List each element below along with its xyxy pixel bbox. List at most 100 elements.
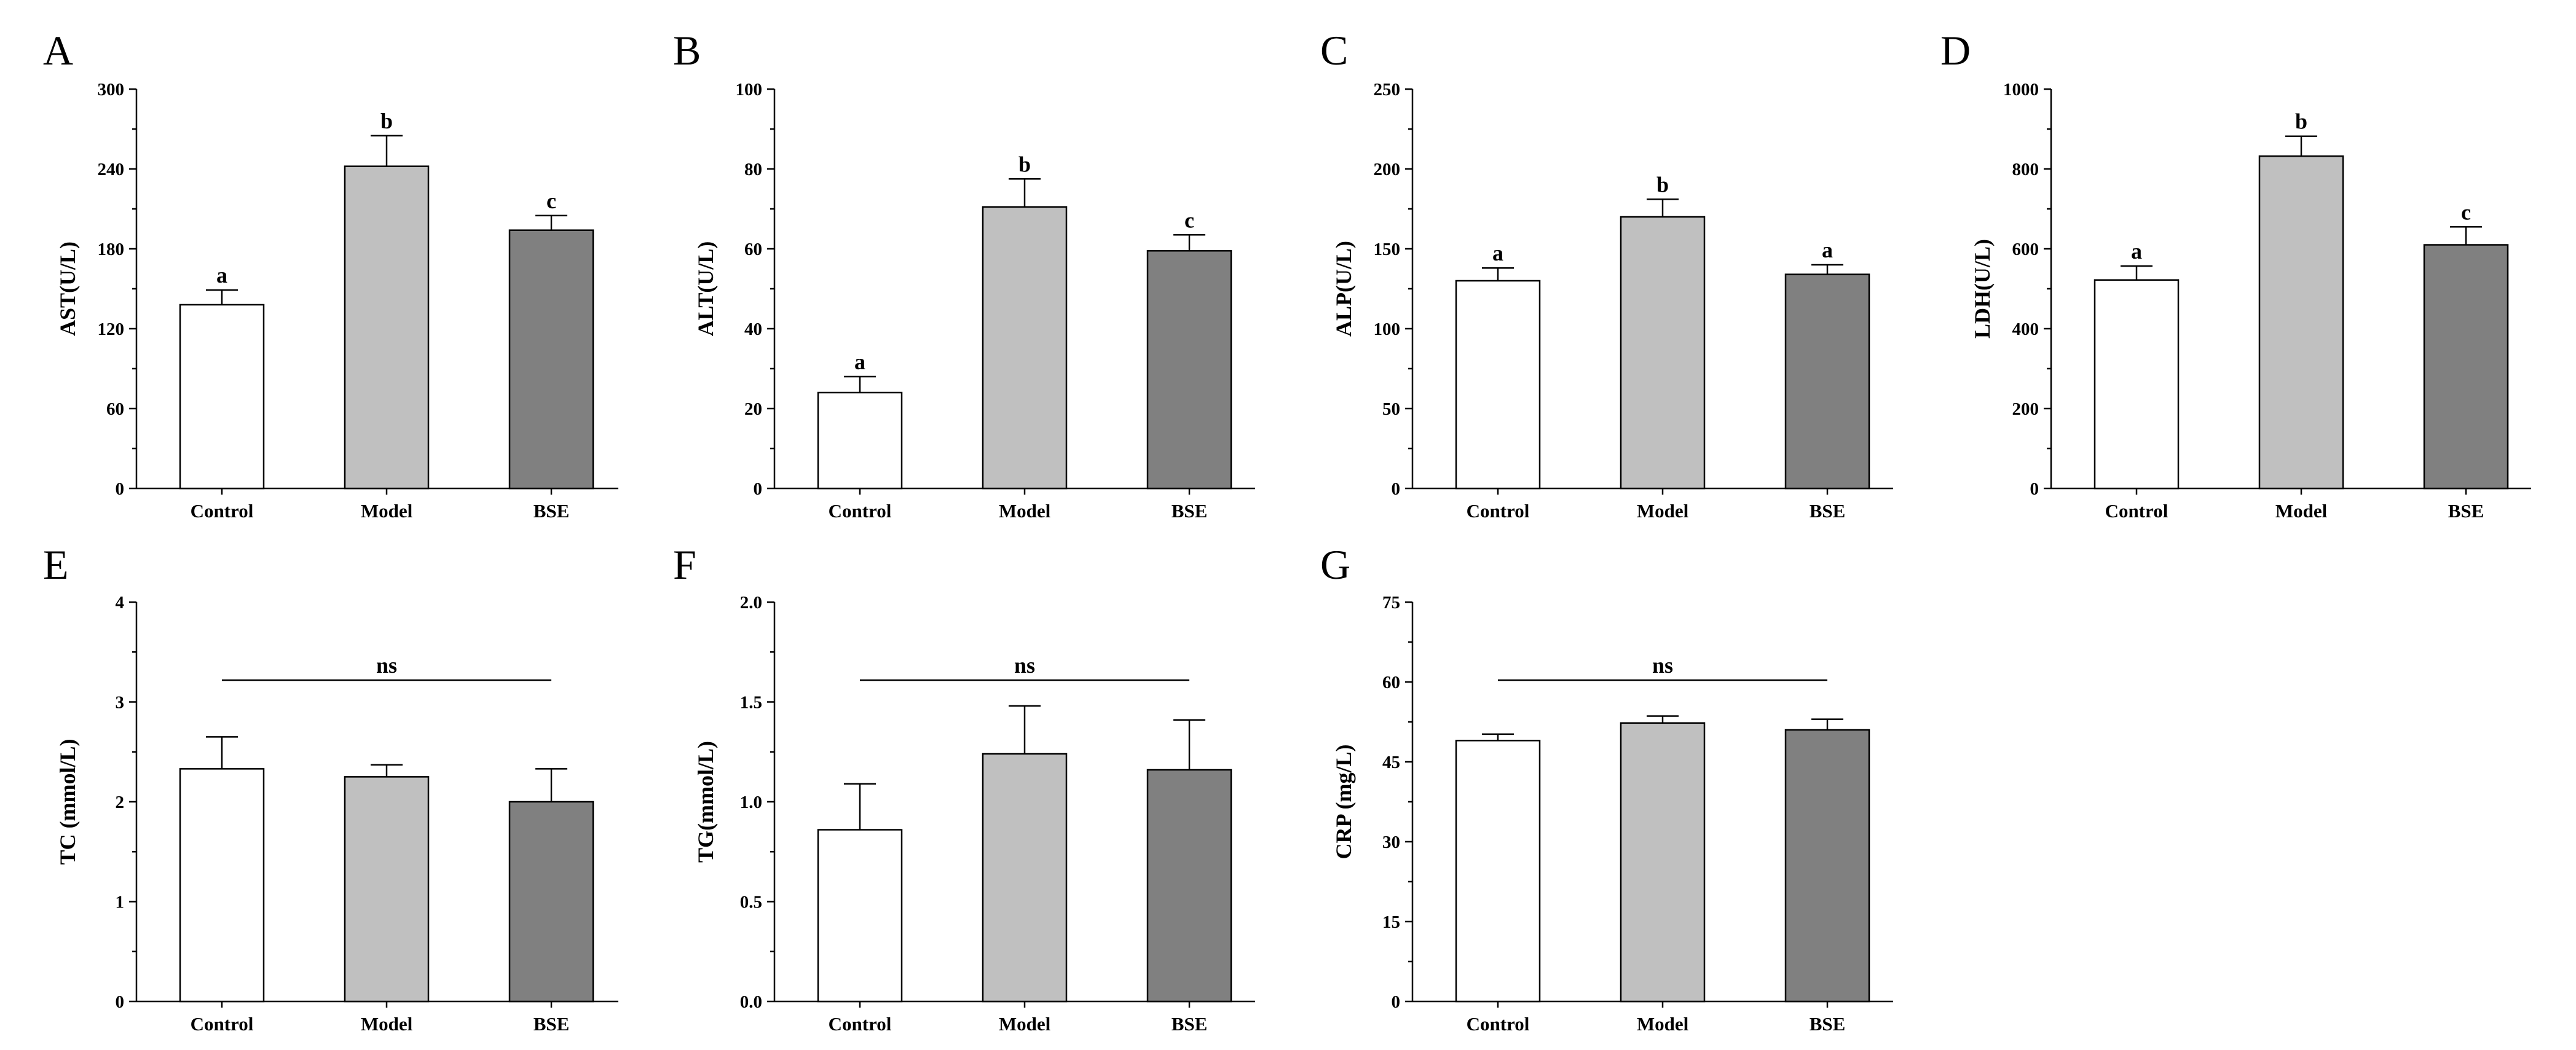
panel-g-ytick-label: 45	[1382, 753, 1400, 772]
panel-c-ytick-label: 100	[1374, 319, 1401, 339]
panel-g-xtick-label-control: Control	[1467, 1013, 1530, 1035]
panel-c-ytick-label: 50	[1382, 399, 1400, 419]
panel-e-ytick-label: 4	[116, 593, 125, 613]
panel-f-ytick-label: 1.5	[740, 693, 762, 713]
panel-a-bar-control	[179, 304, 265, 490]
panel-f-bar-bse	[1146, 769, 1232, 1003]
panel-b-sig-bse: c	[1184, 208, 1194, 232]
panel-g-ylabel: CRP (mg/L)	[1331, 745, 1356, 860]
panel-c-ytick-label: 250	[1374, 80, 1401, 100]
panel-f-ytick-label: 0.0	[740, 992, 762, 1012]
panel-b-ytick-label: 40	[744, 319, 762, 339]
panel-g-ytick-label: 30	[1382, 833, 1400, 852]
panel-d-ytick-label: 200	[2012, 399, 2039, 419]
panel-b-letter: B	[673, 27, 701, 74]
panel-d-sig-model: b	[2295, 109, 2307, 134]
panel-b-sig-model: b	[1018, 152, 1031, 176]
panel-d-xtick-label-control: Control	[2105, 500, 2168, 522]
panel-c-bar-model	[1620, 216, 1706, 490]
panel-b-sig-control: a	[854, 350, 865, 374]
panel-e-ytick-label: 1	[116, 893, 125, 912]
panel-c-ytick-label: 200	[1374, 160, 1401, 179]
panel-b-ytick-label: 60	[744, 240, 762, 259]
panel-e-ytick-label: 3	[116, 693, 125, 713]
panel-g-ytick-label: 75	[1382, 593, 1400, 613]
panel-a: A 0 60 120 180 240 300 AST(U/L) Control a Model b BS…	[43, 27, 618, 522]
panel-d-ytick-label: 600	[2012, 240, 2039, 259]
panel-e-ylabel: TC (mmol/L)	[55, 739, 80, 865]
panel-f-ns-label: ns	[1014, 653, 1035, 678]
panel-a-xtick-label-model: Model	[361, 500, 413, 522]
panel-c-bar-control	[1455, 280, 1541, 490]
panel-e-xtick-label-bse: BSE	[534, 1013, 570, 1035]
panel-a-bar-bse	[508, 229, 594, 490]
panel-g-bar-control	[1455, 740, 1541, 1003]
panel-g-xtick-label-model: Model	[1637, 1013, 1689, 1035]
panel-a-xtick-label-bse: BSE	[534, 500, 570, 522]
panel-b-xtick-label-model: Model	[999, 500, 1051, 522]
panel-f-xtick-label-bse: BSE	[1172, 1013, 1208, 1035]
panel-d-ytick-label: 1000	[2003, 80, 2039, 100]
panel-b-ytick-label: 0	[754, 479, 763, 499]
panel-b-ytick-label: 80	[744, 160, 762, 179]
panel-g: G 0 15 30 45 60 75 CRP (mg/L) Control Model BSE ns	[1320, 541, 1893, 1035]
panel-c-ylabel: ALP(U/L)	[1331, 241, 1356, 337]
panel-c-sig-bse: a	[1822, 238, 1833, 262]
panel-a-ytick-label: 0	[116, 479, 125, 499]
panel-c-ytick-label: 0	[1392, 479, 1401, 499]
panel-f-ytick-label: 2.0	[740, 593, 762, 613]
panel-d-ylabel: LDH(U/L)	[1970, 239, 1995, 339]
panel-a-ylabel: AST(U/L)	[55, 241, 80, 336]
panel-c: C 0 50 100 150 200 250 ALP(U/L) Control a Model b BS…	[1320, 27, 1893, 522]
panel-d-bar-model	[2258, 155, 2344, 490]
panel-g-ytick-label: 60	[1382, 673, 1400, 692]
panel-f-ytick-label: 1.0	[740, 793, 762, 812]
panel-d-letter: D	[1940, 27, 1971, 74]
panel-f: F 0.0 0.5 1.0 1.5 2.0 TG(mmol/L) Control Model BS…	[673, 541, 1255, 1035]
panel-e-bar-control	[179, 768, 265, 1003]
panel-d-ytick-label: 400	[2012, 319, 2039, 339]
panel-b-ytick-label: 20	[744, 399, 762, 419]
panel-b-bar-control	[817, 391, 903, 490]
panel-c-sig-control: a	[1492, 241, 1503, 265]
panel-d-bar-control	[2093, 279, 2180, 490]
panel-d-sig-control: a	[2131, 239, 2142, 264]
panel-g-letter: G	[1320, 541, 1350, 588]
panel-d-sig-bse: c	[2461, 200, 2471, 224]
panel-a-xtick-label-control: Control	[191, 500, 254, 522]
panel-a-ytick-label: 240	[98, 160, 125, 179]
panel-g-bar-model	[1620, 722, 1706, 1003]
panel-a-ytick-label: 60	[106, 399, 124, 419]
panel-g-ytick-label: 15	[1382, 912, 1400, 932]
panel-g-xtick-label-bse: BSE	[1810, 1013, 1846, 1035]
panel-b-xtick-label-bse: BSE	[1172, 500, 1208, 522]
panel-f-bar-control	[817, 829, 903, 1003]
panel-e-ytick-label: 2	[116, 793, 125, 812]
panel-e-xtick-label-control: Control	[191, 1013, 254, 1035]
panel-b: B 0 20 40 60 80 100 ALT(U/L) Control a Model b BSE c	[673, 27, 1255, 522]
panel-d: D 0 200 400 600 800 1000 LDH(U/L) Control a Model b…	[1940, 27, 2531, 522]
panel-c-letter: C	[1320, 27, 1348, 74]
panel-b-bar-model	[982, 206, 1068, 490]
panel-c-sig-model: b	[1656, 172, 1669, 197]
panel-a-ytick-label: 180	[98, 240, 125, 259]
panel-d-xtick-label-model: Model	[2275, 500, 2328, 522]
panel-a-sig-bse: c	[546, 189, 556, 213]
panel-e-xtick-label-model: Model	[361, 1013, 413, 1035]
panel-a-letter: A	[43, 27, 73, 74]
panel-f-letter: F	[673, 541, 696, 588]
panel-d-xtick-label-bse: BSE	[2448, 500, 2484, 522]
panel-b-bar-bse	[1146, 250, 1232, 490]
panel-e-bar-bse	[508, 801, 594, 1003]
panel-a-sig-model: b	[380, 109, 393, 133]
panel-f-xtick-label-control: Control	[829, 1013, 892, 1035]
panel-d-ytick-label: 0	[2030, 479, 2039, 499]
panel-a-sig-control: a	[216, 263, 227, 288]
panel-c-ytick-label: 150	[1374, 240, 1401, 259]
panel-g-ytick-label: 0	[1392, 992, 1401, 1012]
panel-f-bar-model	[982, 753, 1068, 1003]
panel-f-xtick-label-model: Model	[999, 1013, 1051, 1035]
panel-g-ns-label: ns	[1652, 653, 1673, 678]
panel-b-ytick-label: 100	[736, 80, 763, 100]
